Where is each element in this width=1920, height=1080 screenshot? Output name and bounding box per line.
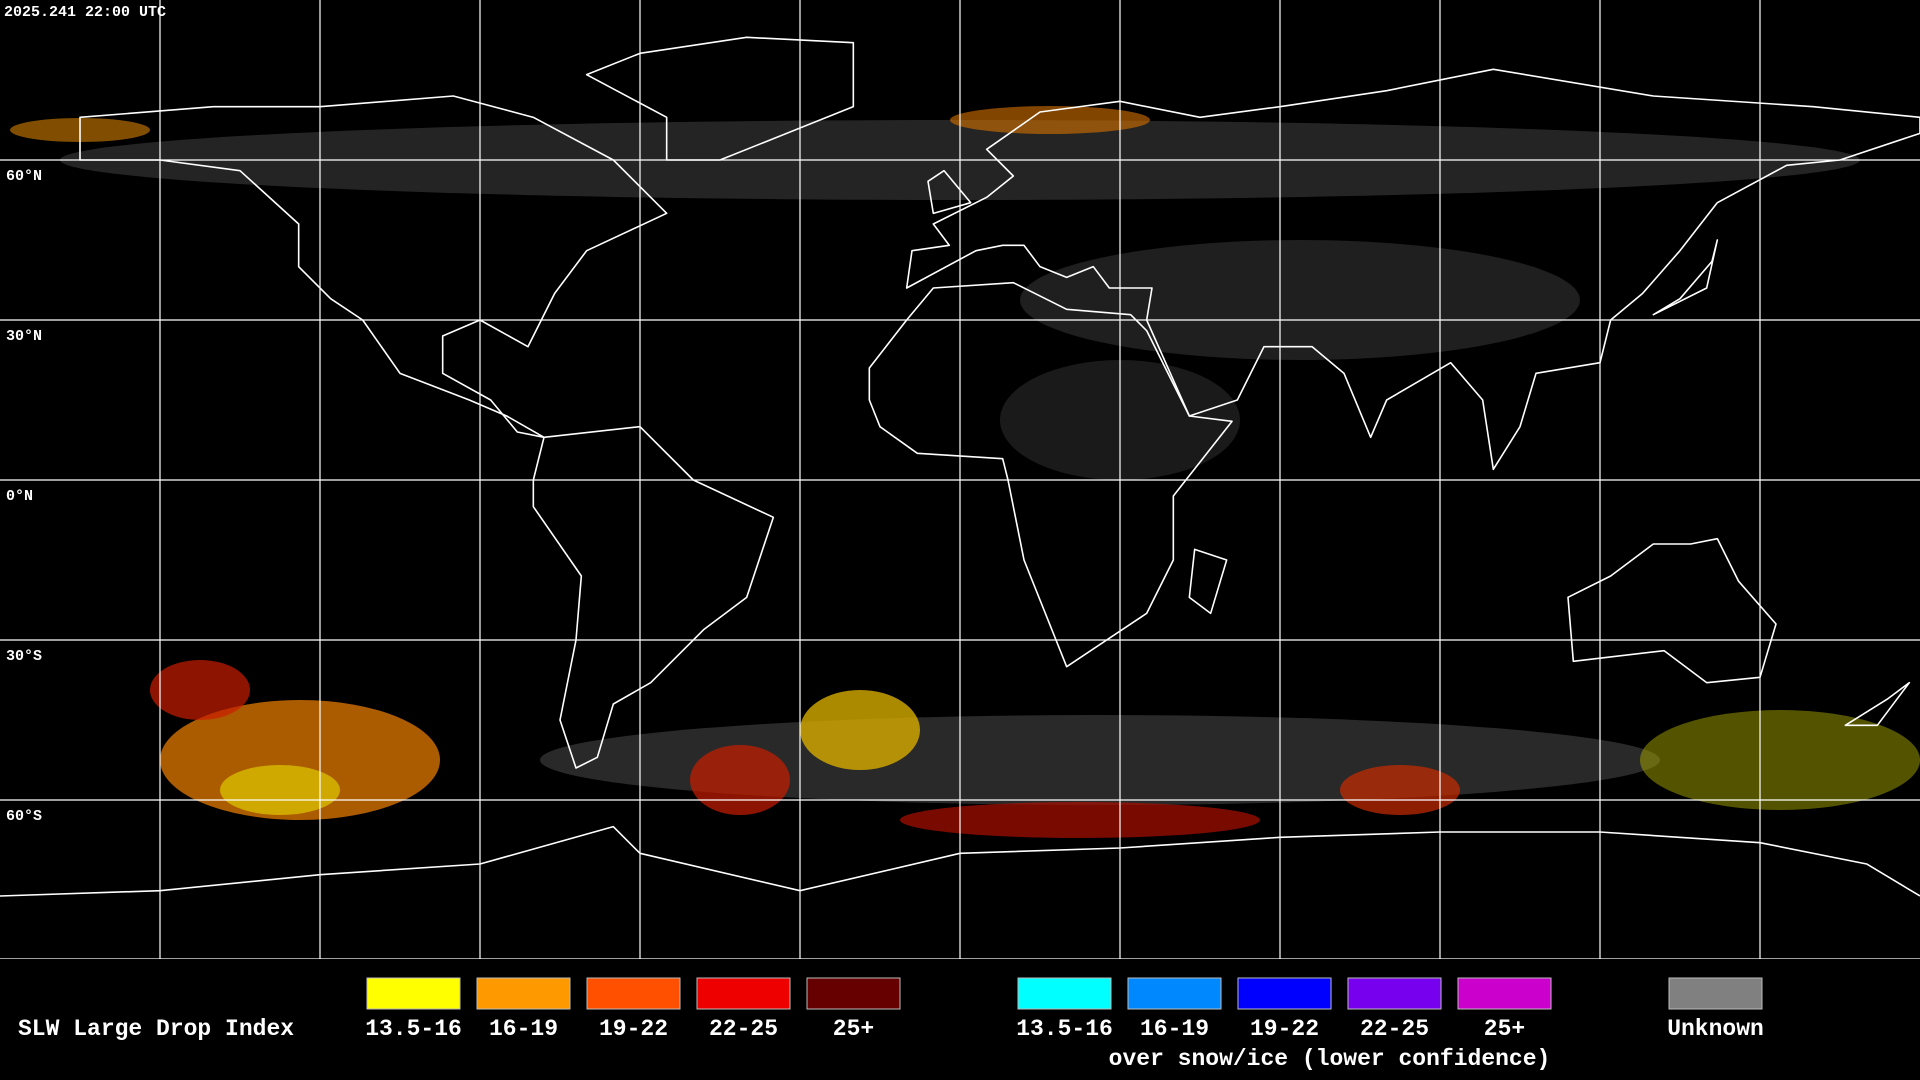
legend-swatch [1017, 977, 1112, 1010]
legend-label: 22-25 [1360, 1016, 1429, 1042]
legend-caption: over snow/ice (lower confidence) [1109, 1046, 1551, 1072]
legend-label: 13.5-16 [365, 1016, 462, 1042]
latitude-label: 30°S [6, 648, 42, 665]
latitude-labels: 60°N 30°N 0°N 30°S 60°S [6, 168, 42, 825]
legend: 13.5-16 16-19 19-22 22-25 25+ 13.5-16 16-19 19-… [365, 977, 1764, 1072]
legend-swatch [1237, 977, 1332, 1010]
legend-title: SLW Large Drop Index [18, 1016, 294, 1042]
legend-swatch [1127, 977, 1222, 1010]
legend-swatch [366, 977, 461, 1010]
timestamp: 2025.241 22:00 UTC [4, 4, 166, 21]
legend-background [0, 959, 1920, 1080]
legend-label: 25+ [1484, 1016, 1525, 1042]
legend-label: 22-25 [709, 1016, 778, 1042]
legend-swatch [1668, 977, 1763, 1010]
latitude-label: 30°N [6, 328, 42, 345]
legend-label: 25+ [833, 1016, 874, 1042]
latitude-label: 0°N [6, 488, 33, 505]
legend-label: 19-22 [1250, 1016, 1319, 1042]
legend-swatch [476, 977, 571, 1010]
latitude-label: 60°N [6, 168, 42, 185]
legend-swatch [1347, 977, 1442, 1010]
legend-label: 13.5-16 [1016, 1016, 1113, 1042]
legend-label: Unknown [1667, 1016, 1764, 1042]
legend-label: 19-22 [599, 1016, 668, 1042]
legend-label: 16-19 [489, 1016, 558, 1042]
legend-swatch [696, 977, 791, 1010]
legend-swatch [1457, 977, 1552, 1010]
legend-label: 16-19 [1140, 1016, 1209, 1042]
legend-swatch [586, 977, 681, 1010]
latitude-label: 60°S [6, 808, 42, 825]
legend-swatch [806, 977, 901, 1010]
